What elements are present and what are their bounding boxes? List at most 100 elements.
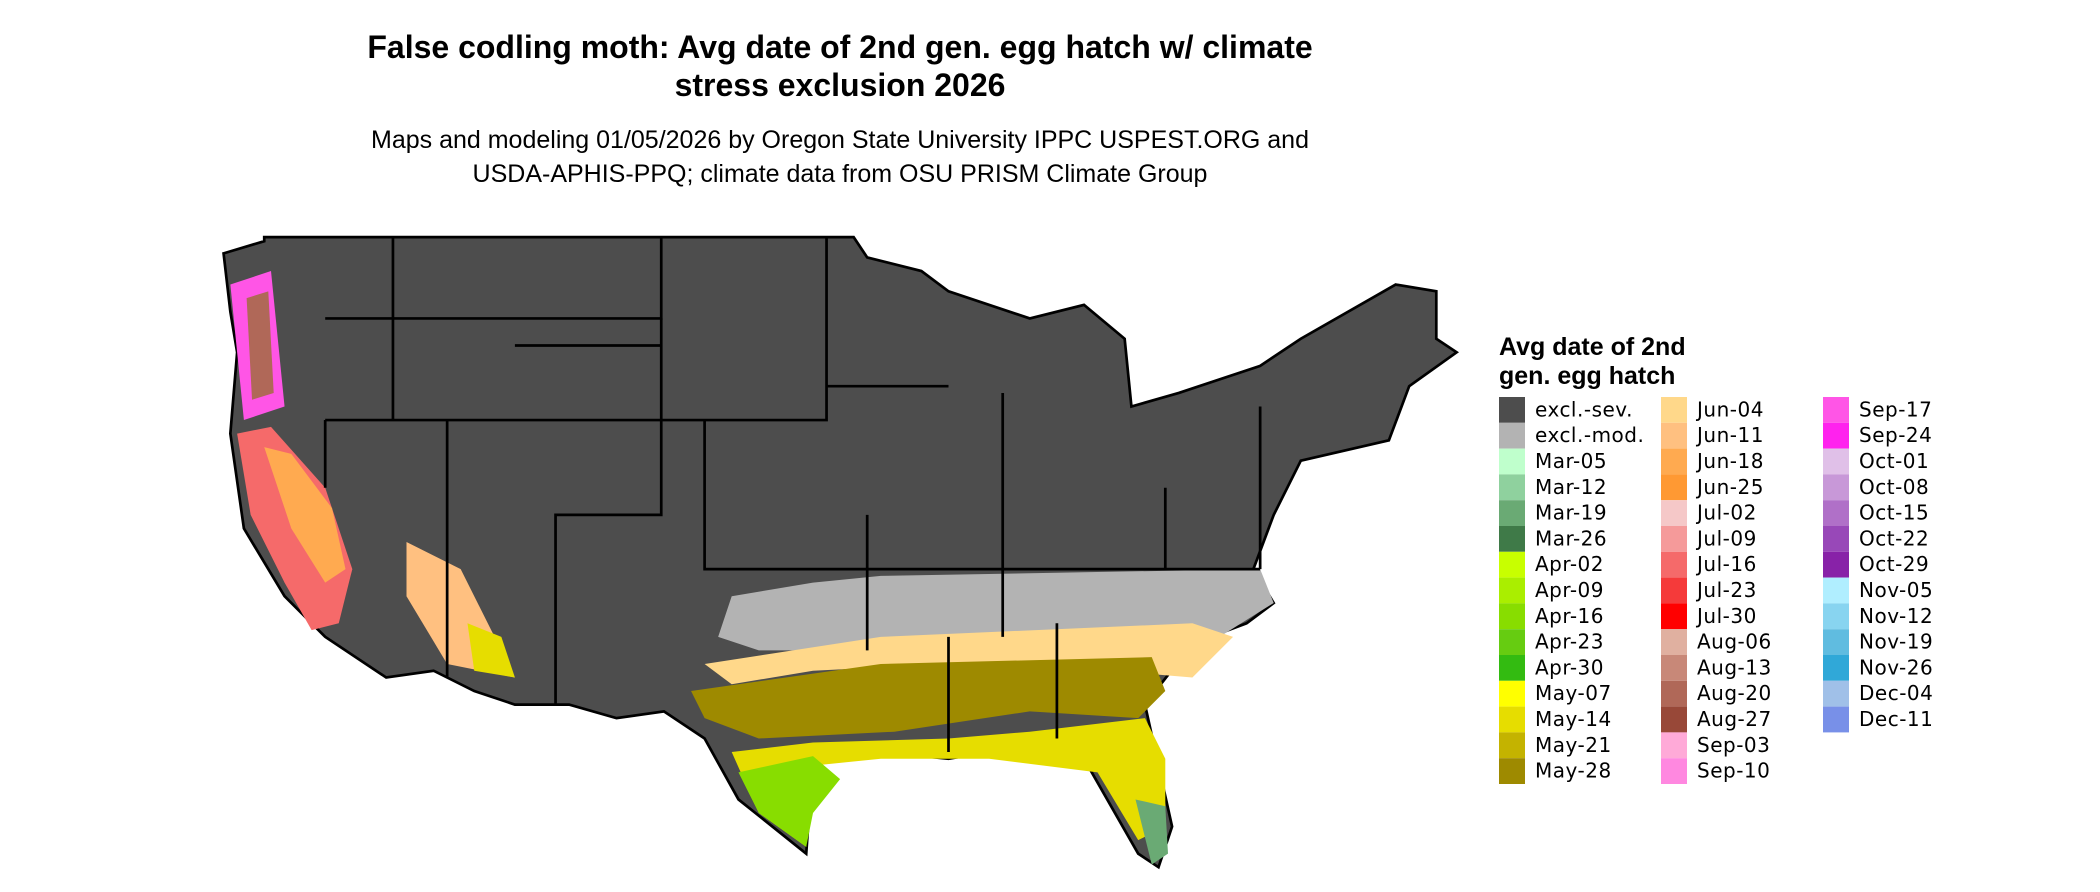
us-map <box>222 235 1460 870</box>
legend-swatch <box>1499 422 1525 449</box>
legend-swatch <box>1661 680 1687 707</box>
legend-swatch <box>1823 706 1849 733</box>
legend-swatch <box>1661 551 1687 578</box>
zone-apr <box>738 756 841 847</box>
legend-label: excl.-mod. <box>1535 423 1644 447</box>
legend-swatch <box>1499 500 1525 526</box>
legend-label: May-28 <box>1535 759 1612 783</box>
legend-label: Jul-16 <box>1695 552 1757 576</box>
legend-label: Jul-23 <box>1695 578 1757 602</box>
legend-label: May-21 <box>1535 733 1612 757</box>
legend-label: Nov-26 <box>1859 655 1933 679</box>
legend-label: Jun-11 <box>1695 423 1764 447</box>
legend-label: Apr-23 <box>1535 630 1604 654</box>
legend-label: Mar-26 <box>1535 526 1607 550</box>
legend-swatch <box>1823 500 1849 526</box>
subtitle-line: Maps and modeling 01/05/2026 by Oregon S… <box>371 126 1309 154</box>
legend-swatch <box>1661 397 1687 423</box>
legend-swatch <box>1661 706 1687 733</box>
legend-label: Jul-30 <box>1695 604 1757 628</box>
legend-swatch <box>1823 448 1849 475</box>
legend-label: Jun-18 <box>1695 449 1764 473</box>
legend-swatch <box>1661 526 1687 552</box>
legend-swatch <box>1661 577 1687 604</box>
legend-swatch <box>1499 655 1525 681</box>
legend-swatch <box>1661 629 1687 655</box>
legend-swatch <box>1661 448 1687 475</box>
legend-swatch <box>1499 577 1525 604</box>
legend-swatch <box>1499 397 1525 423</box>
legend-swatch <box>1823 577 1849 604</box>
legend-swatch <box>1499 758 1525 784</box>
title-line: stress exclusion 2026 <box>675 67 1006 103</box>
legend-swatch <box>1499 448 1525 475</box>
legend-swatch <box>1499 551 1525 578</box>
legend-swatch <box>1823 655 1849 681</box>
legend-label: Jun-04 <box>1695 397 1764 421</box>
legend-label: Oct-08 <box>1859 475 1929 499</box>
zone-mar <box>1135 799 1169 865</box>
legend-label: Sep-17 <box>1859 397 1932 421</box>
subtitle-line: USDA-APHIS-PPQ; climate data from OSU PR… <box>473 160 1208 188</box>
legend-swatch <box>1823 603 1849 630</box>
legend-label: Apr-30 <box>1535 655 1604 679</box>
legend-label: Jul-09 <box>1695 526 1757 550</box>
legend-swatch <box>1661 655 1687 681</box>
zone-may-early <box>731 718 1166 847</box>
zone-may <box>691 657 1166 739</box>
legend-label: Apr-02 <box>1535 552 1604 576</box>
legend-swatch <box>1823 474 1849 501</box>
legend-swatch <box>1823 422 1849 449</box>
legend-label: Dec-11 <box>1859 707 1933 731</box>
legend-title: Avg date of 2nd <box>1499 333 1686 361</box>
legend-label: Nov-05 <box>1859 578 1933 602</box>
legend-label: Aug-13 <box>1697 655 1772 679</box>
legend-label: Aug-06 <box>1697 630 1772 654</box>
legend-swatch <box>1661 732 1687 759</box>
legend-label: excl.-sev. <box>1535 397 1633 421</box>
legend-swatch <box>1661 603 1687 630</box>
zone-northwest-aug <box>246 291 274 400</box>
zone-west-jun <box>264 447 346 583</box>
legend-label: Apr-16 <box>1535 604 1604 628</box>
legend-swatch <box>1661 422 1687 449</box>
state-lines <box>323 237 1262 753</box>
legend-swatch <box>1823 397 1849 423</box>
legend-label: Nov-19 <box>1859 630 1933 654</box>
legend-label: Mar-05 <box>1535 449 1607 473</box>
zone-southwest-may <box>467 623 515 678</box>
legend-swatch <box>1499 706 1525 733</box>
legend-swatch <box>1499 474 1525 501</box>
legend-label: Mar-12 <box>1535 475 1607 499</box>
legend-swatch <box>1661 500 1687 526</box>
legend-label: Oct-15 <box>1859 501 1929 525</box>
legend-label: Sep-10 <box>1697 759 1770 783</box>
legend-swatch <box>1499 629 1525 655</box>
legend-swatch <box>1823 551 1849 578</box>
legend-label: Aug-27 <box>1697 707 1772 731</box>
title-line: False codling moth: Avg date of 2nd gen.… <box>367 29 1312 65</box>
legend-label: Dec-04 <box>1859 681 1933 705</box>
legend-swatch <box>1823 680 1849 707</box>
legend-swatch <box>1823 526 1849 552</box>
legend-label: Oct-22 <box>1859 526 1929 550</box>
legend: Avg date of 2nd gen. egg hatch excl.-sev… <box>1499 333 1933 784</box>
legend-swatch <box>1499 680 1525 707</box>
legend-swatch <box>1499 526 1525 552</box>
legend-label: Nov-12 <box>1859 604 1933 628</box>
legend-label: Oct-01 <box>1859 449 1929 473</box>
legend-label: Aug-20 <box>1697 681 1772 705</box>
legend-label: Sep-24 <box>1859 423 1932 447</box>
legend-label: Mar-19 <box>1535 501 1607 525</box>
legend-label: Sep-03 <box>1697 733 1770 757</box>
legend-swatch <box>1823 629 1849 655</box>
legend-swatch <box>1499 732 1525 759</box>
legend-label: Oct-29 <box>1859 552 1929 576</box>
legend-label: Apr-09 <box>1535 578 1604 602</box>
legend-swatch <box>1661 758 1687 784</box>
legend-swatch <box>1499 603 1525 630</box>
legend-label: Jul-02 <box>1695 501 1757 525</box>
legend-title: gen. egg hatch <box>1499 362 1675 390</box>
